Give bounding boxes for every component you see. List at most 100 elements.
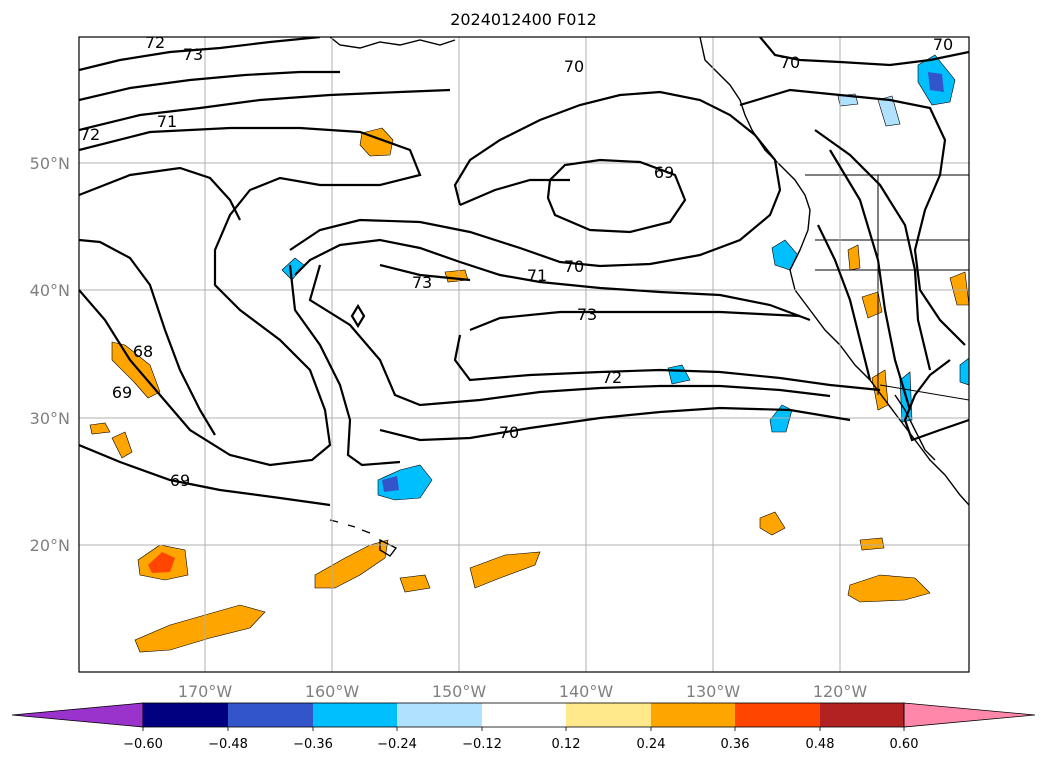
contour-line [308, 264, 831, 407]
map-panel: 72 73 71 72 70 70 70 69 68 69 73 71 70 7… [79, 33, 969, 672]
orange-anomaly [469, 551, 541, 589]
contour-line [739, 88, 966, 346]
contour-label: 71 [527, 266, 547, 285]
contour-label: 70 [564, 57, 584, 76]
contour-line [817, 224, 872, 381]
contour-label: 73 [183, 45, 203, 64]
map-frame [78, 36, 970, 673]
contour-label: 69 [654, 163, 674, 182]
contour-line [546, 158, 687, 234]
contour-line [79, 88, 451, 132]
colorbar-tick-label: 0.12 [552, 737, 581, 752]
latitude-label: 50°N [30, 154, 70, 173]
contour-line [379, 263, 471, 282]
contour-line [459, 178, 570, 207]
contour-line [379, 406, 851, 442]
contour-label: 72 [80, 125, 100, 144]
longitude-label: 160°W [305, 682, 360, 701]
colorbar-bin [482, 703, 566, 727]
contour-line [79, 126, 422, 467]
longitude-label: 150°W [432, 682, 487, 701]
colorbar-bin [397, 703, 482, 727]
contour-label: 72 [602, 368, 622, 387]
colorbar-bin [143, 703, 228, 727]
colorbar: −0.60 −0.48 −0.36 −0.24 −0.12 0.12 0.24 … [11, 702, 1036, 752]
longitude-labels: 170°W 160°W 150°W 140°W 130°W 120°W [178, 682, 868, 701]
latitude-labels: 50°N 40°N 30°N 20°N [30, 154, 70, 555]
contour-line [79, 166, 241, 221]
contour-line [79, 238, 216, 436]
contour-line [289, 90, 782, 268]
colorbar-tick-label: 0.24 [637, 737, 666, 752]
blue-anomaly [959, 357, 969, 386]
longitude-label: 140°W [559, 682, 614, 701]
contour-line [814, 129, 932, 371]
contour-line [903, 359, 969, 442]
orange-anomaly [134, 604, 266, 653]
gridlines [79, 37, 969, 672]
colorbar-bin [735, 703, 820, 727]
orange-anomaly [859, 537, 885, 551]
baja-peninsula [894, 394, 936, 461]
us-mexico-border [879, 384, 969, 401]
colorbar-bin [566, 703, 651, 727]
orange-anomaly [111, 431, 133, 459]
orange-anomaly [847, 574, 931, 603]
contour-label: 73 [577, 305, 597, 324]
contour-label: 70 [564, 257, 584, 276]
colorbar-bin [651, 703, 735, 727]
darkblue-anomaly [928, 72, 944, 92]
colorbar-bin [228, 703, 313, 727]
colorbar-extend-low [11, 702, 144, 728]
orange-anomaly [949, 271, 969, 306]
contour-label: 69 [112, 383, 132, 402]
colorbar-tick-label: 0.48 [806, 737, 835, 752]
colorbar-tick-label: −0.12 [462, 737, 502, 752]
contour-label: 73 [412, 273, 432, 292]
colorbar-bin [820, 703, 904, 727]
latitude-label: 40°N [30, 281, 70, 300]
blue-anomaly [877, 95, 901, 127]
orange-anomaly [399, 574, 431, 593]
contour-line [829, 149, 912, 411]
contour-label: 70 [933, 35, 953, 54]
colorbar-tick-label: −0.24 [377, 737, 417, 752]
colorbar-tick-label: −0.36 [293, 737, 333, 752]
contour-line [350, 303, 366, 329]
blue-anomaly [377, 464, 433, 501]
longitude-label: 120°W [813, 682, 868, 701]
latitude-label: 30°N [30, 409, 70, 428]
colorbar-tick-label: 0.60 [890, 737, 919, 752]
contour-line [469, 310, 801, 332]
contour-line [453, 334, 881, 392]
contour-labels: 72 73 71 72 70 70 70 69 68 69 73 71 70 7… [80, 33, 953, 490]
contour-line [79, 443, 331, 507]
contour-label: 69 [170, 471, 190, 490]
colorbar-tick-label: −0.48 [208, 737, 248, 752]
orange-anomaly [111, 341, 161, 399]
contour-line [759, 37, 969, 67]
contour-line [288, 264, 401, 467]
orange-anomaly [89, 422, 111, 435]
orange-anomaly [847, 244, 861, 271]
contour-line [79, 37, 321, 72]
colorbar-extend-high [903, 702, 1036, 728]
state-border [815, 175, 969, 395]
red-anomaly [148, 552, 175, 573]
contour-line [294, 238, 811, 322]
orange-anomaly [314, 539, 389, 589]
shaded-anomalies [89, 54, 969, 653]
darkblue-anomaly [382, 476, 399, 492]
contour-line [79, 70, 340, 102]
longitude-label: 130°W [686, 682, 741, 701]
contour-label: 71 [157, 112, 177, 131]
orange-anomaly [861, 291, 883, 319]
latitude-label: 20°N [30, 536, 70, 555]
isopleths [79, 37, 969, 507]
contour-label: 72 [145, 33, 165, 52]
contour-label: 70 [780, 53, 800, 72]
colorbar-tick-label: −0.60 [123, 737, 163, 752]
contour-label: 70 [499, 423, 519, 442]
hawaii-islands [329, 519, 398, 557]
